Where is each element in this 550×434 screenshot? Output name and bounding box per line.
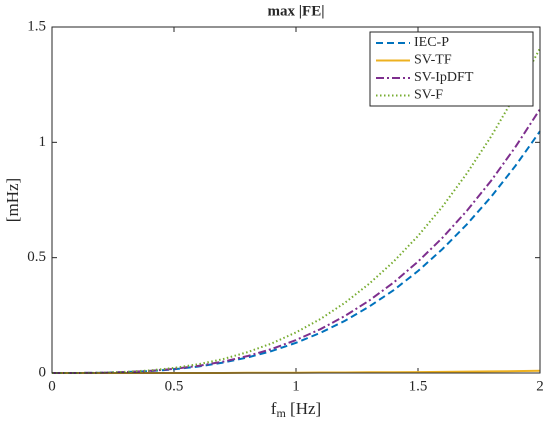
legend: IEC-P SV-TF SV-IpDFT SV-F bbox=[369, 31, 534, 107]
y-axis-label: [mHz] bbox=[3, 178, 22, 222]
x-tick-label: 0.5 bbox=[165, 378, 184, 394]
x-tick-label: 0 bbox=[48, 378, 56, 394]
y-tick-label: 0.5 bbox=[27, 249, 46, 265]
legend-label: SV-TF bbox=[414, 53, 452, 68]
plot-frame bbox=[51, 26, 541, 374]
x-tick-label: 1 bbox=[292, 378, 300, 394]
x-label-sub: m bbox=[276, 406, 286, 420]
legend-box bbox=[369, 31, 534, 107]
x-axis-label: fm [Hz] bbox=[271, 399, 321, 420]
legend-label: IEC-P bbox=[414, 35, 449, 50]
legend-label: SV-F bbox=[414, 88, 443, 103]
chart-title: max |FE| bbox=[267, 3, 324, 19]
y-tick-label: 1 bbox=[39, 134, 47, 150]
x-tick-label: 2 bbox=[536, 378, 544, 394]
series-line bbox=[52, 47, 541, 374]
x-label-unit: [Hz] bbox=[286, 399, 321, 418]
x-label-base: f bbox=[271, 399, 277, 418]
legend-label: SV-IpDFT bbox=[414, 70, 474, 85]
x-tick-label: 1.5 bbox=[409, 378, 428, 394]
y-tick-label: 1.5 bbox=[27, 18, 46, 34]
y-tick-label: 0 bbox=[39, 364, 47, 380]
